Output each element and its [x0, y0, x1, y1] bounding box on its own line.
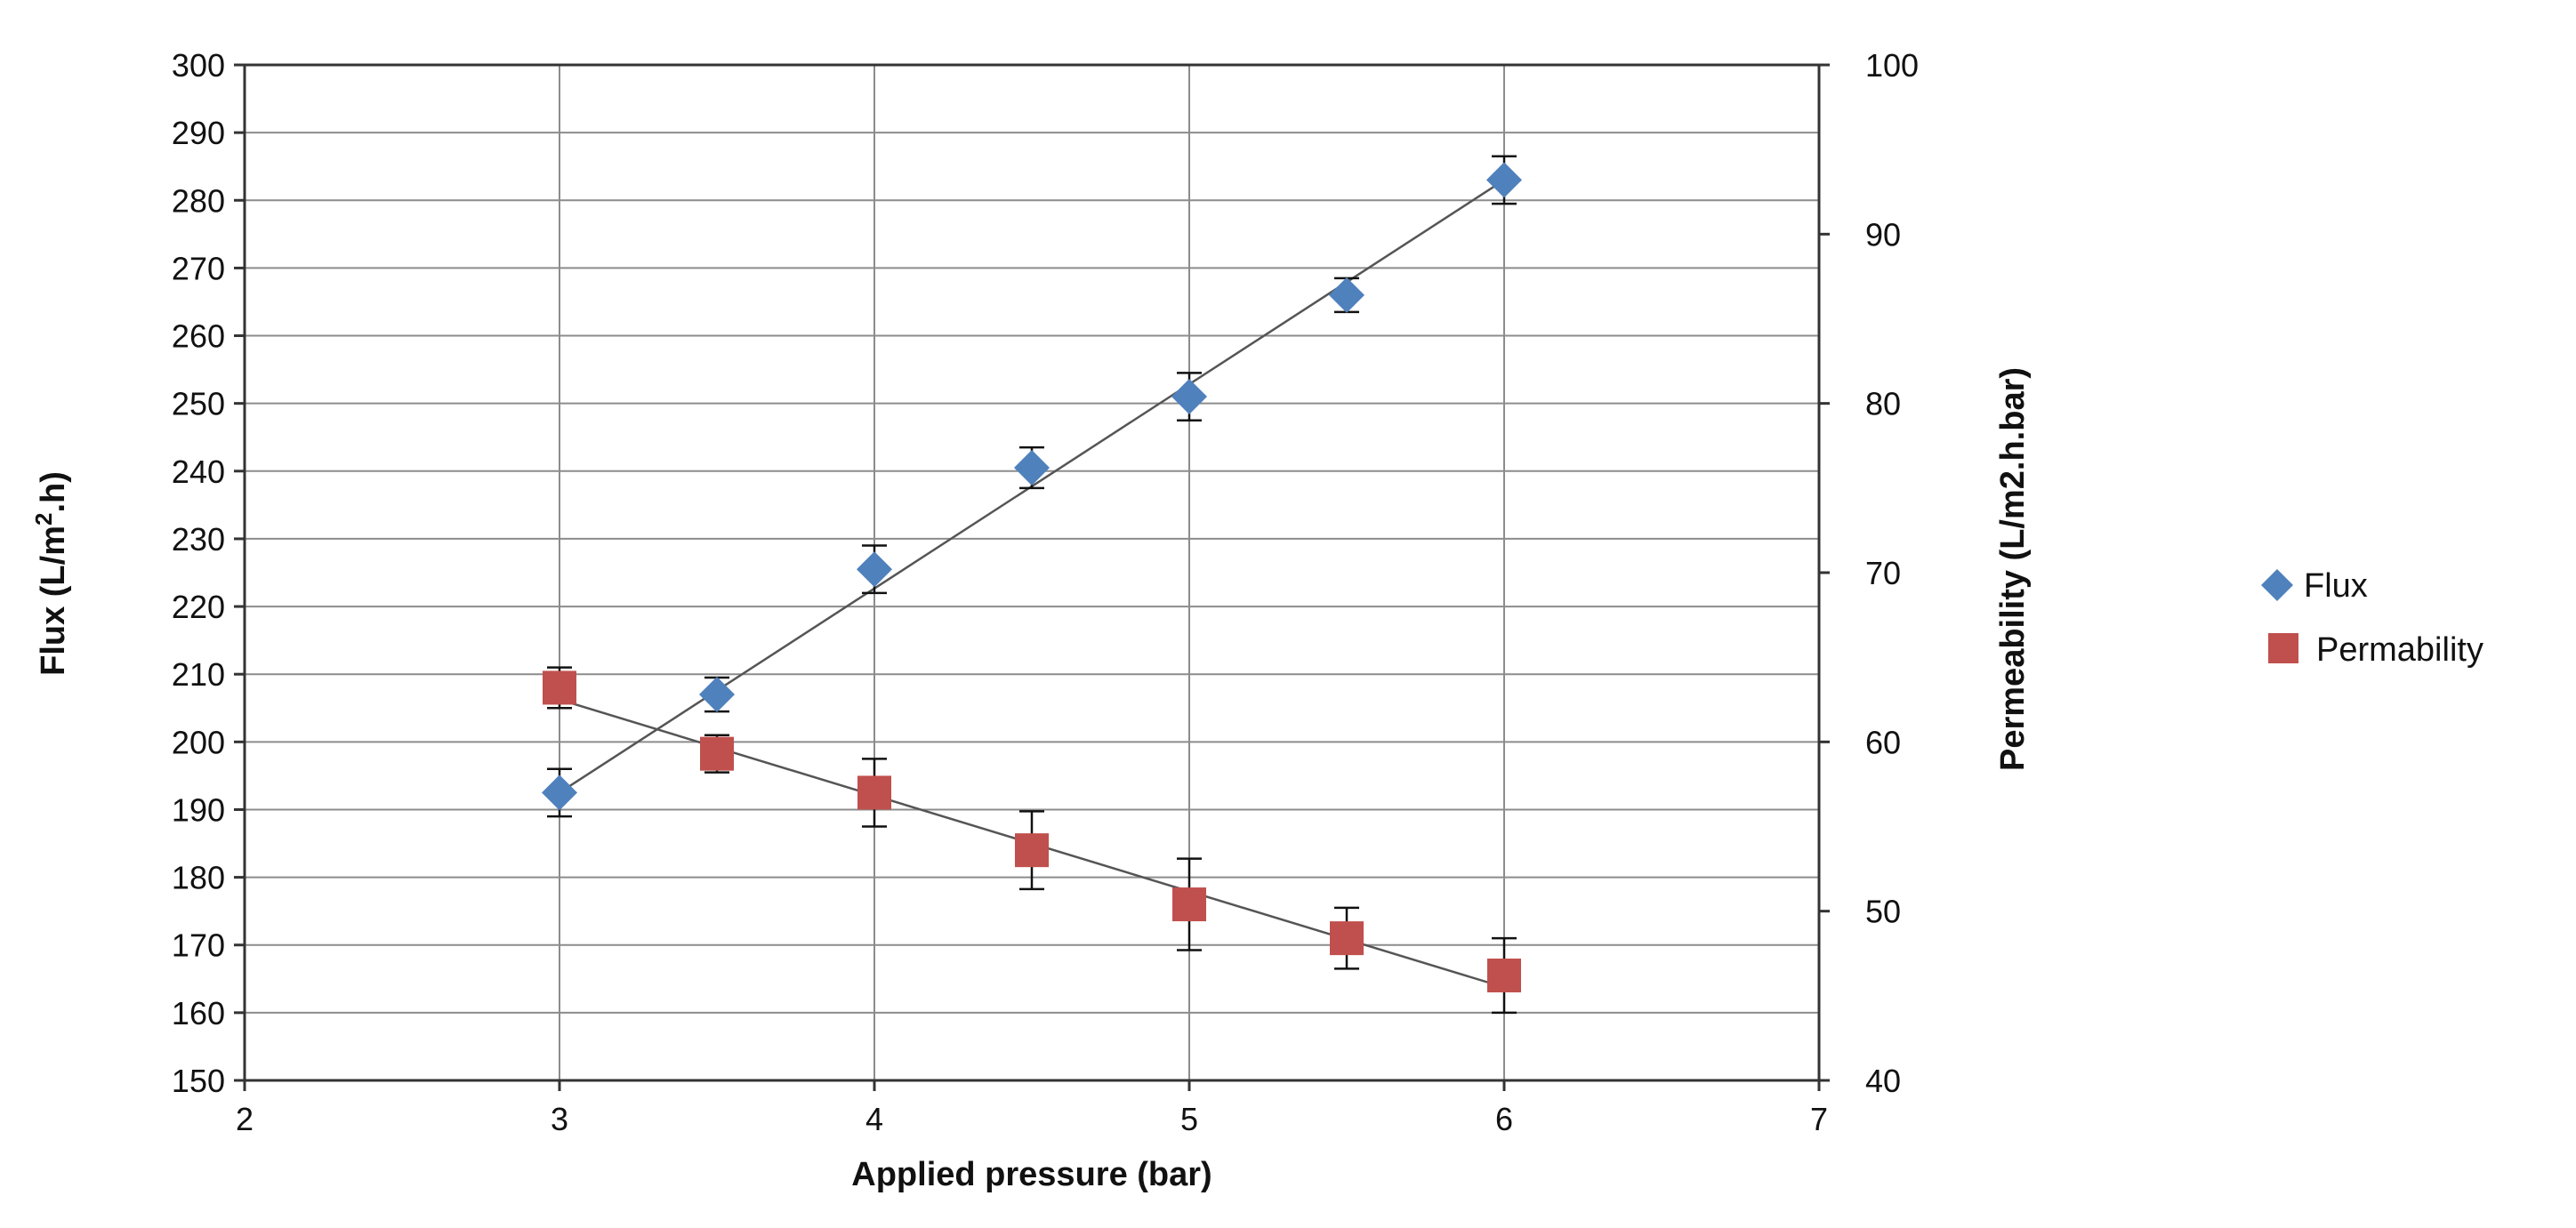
flux-point-5: [1329, 277, 1364, 313]
x-tick-label-7: 7: [1810, 1101, 1828, 1137]
y2-tick-label-70: 70: [1865, 555, 1901, 591]
tick-labels: 1501601701801902002102202302402502602702…: [172, 47, 1919, 1137]
permability-point-0: [543, 670, 576, 705]
legend-item-permeability: Permability: [2268, 631, 2483, 669]
flux-point-1: [699, 677, 735, 713]
y2-tick-label-80: 80: [1865, 386, 1901, 422]
y2-axis-title: Permeability (L/m2.h.bar): [1994, 367, 2032, 771]
y2-tick-label-40: 40: [1865, 1063, 1901, 1099]
y-tick-label-160: 160: [172, 995, 225, 1031]
y-tick-label-220: 220: [172, 589, 225, 625]
error-bars: [547, 155, 1517, 1015]
legend: Flux Permability: [2261, 567, 2483, 669]
y-tick-label-190: 190: [172, 791, 225, 828]
y2-tick-label-90: 90: [1865, 216, 1901, 253]
permability-point-4: [1172, 887, 1206, 922]
gridlines: [245, 65, 1819, 1080]
y-tick-label-240: 240: [172, 453, 225, 490]
y-tick-label-270: 270: [172, 250, 225, 286]
y-tick-label-260: 260: [172, 318, 225, 355]
y-tick-label-170: 170: [172, 927, 225, 964]
legend-permeability-label: Permability: [2316, 631, 2483, 669]
y-tick-label-230: 230: [172, 521, 225, 558]
permability-point-3: [1015, 833, 1049, 868]
y2-tick-label-60: 60: [1865, 724, 1901, 760]
permability-point-6: [1487, 958, 1521, 992]
legend-permeability-square-icon: [2268, 633, 2298, 663]
y-axis-title-main: Flux (L/m: [35, 526, 72, 676]
y-tick-label-250: 250: [172, 386, 225, 422]
y-tick-label-180: 180: [172, 860, 225, 896]
x-tick-label-2: 2: [236, 1101, 254, 1137]
legend-flux-label: Flux: [2304, 567, 2368, 605]
y2-tick-label-50: 50: [1865, 894, 1901, 930]
flux-point-6: [1486, 162, 1522, 198]
permability-point-5: [1330, 921, 1364, 956]
data-markers: [542, 162, 1522, 992]
x-tick-label-3: 3: [551, 1101, 568, 1137]
y-tick-label-290: 290: [172, 115, 225, 151]
y-axis-title: Flux (L/m2.h): [30, 471, 72, 676]
flux-point-2: [857, 551, 892, 588]
permability-point-1: [700, 736, 734, 771]
axes: [243, 63, 1821, 1082]
legend-item-flux: Flux: [2261, 567, 2368, 605]
y-axis-title-suffix: .h): [35, 471, 72, 512]
x-tick-label-6: 6: [1495, 1101, 1513, 1137]
x-tick-label-5: 5: [1180, 1101, 1198, 1137]
x-axis-title: Applied pressure (bar): [851, 1156, 1212, 1193]
y-tick-label-280: 280: [172, 182, 225, 219]
y-tick-label-300: 300: [172, 47, 225, 84]
x-tick-label-4: 4: [865, 1101, 883, 1137]
legend-flux-diamond-icon: [2261, 569, 2293, 601]
flux-point-0: [542, 775, 577, 811]
y-tick-label-150: 150: [172, 1063, 225, 1099]
flux-point-4: [1171, 379, 1207, 415]
flux-point-3: [1014, 449, 1050, 486]
y-tick-label-200: 200: [172, 724, 225, 760]
y2-tick-label-100: 100: [1865, 47, 1919, 84]
y-axis-title-superscript: 2: [30, 513, 57, 526]
y-tick-label-210: 210: [172, 656, 225, 693]
permability-point-2: [857, 775, 891, 810]
